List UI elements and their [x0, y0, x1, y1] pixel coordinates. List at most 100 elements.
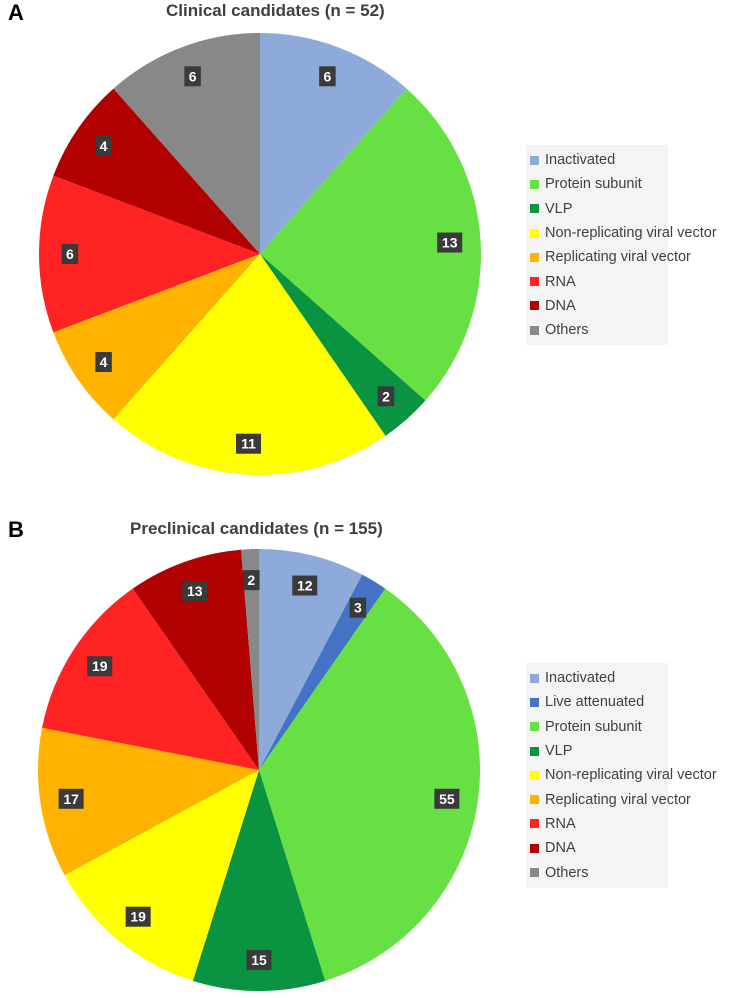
legend-label: Replicating viral vector — [545, 249, 691, 266]
legend-label: DNA — [545, 840, 576, 857]
legend-label: RNA — [545, 273, 576, 290]
panel-label: A — [8, 0, 24, 25]
legend-swatch — [530, 868, 539, 878]
legend-label: Others — [545, 322, 589, 339]
data-label-live-attenuated: 3 — [349, 597, 367, 618]
data-label-non-replicating-viral-vector: 19 — [125, 906, 151, 927]
data-label-inactivated: 12 — [292, 575, 318, 596]
legend-swatch — [530, 795, 539, 805]
legend-swatch — [530, 277, 539, 287]
legend-swatch — [530, 301, 539, 311]
pie-slice-vlp — [192, 770, 326, 991]
legend-item-inactivated: Inactivated — [530, 666, 664, 690]
pie-slice-dna — [53, 88, 260, 254]
data-label-box — [349, 597, 367, 618]
data-label-box — [243, 570, 260, 591]
chart-title: Preclinical candidates (n = 155) — [130, 519, 383, 538]
legend-label: Live attenuated — [545, 694, 645, 711]
data-label-dna: 13 — [182, 581, 208, 602]
pie-slice-protein-subunit — [259, 588, 481, 981]
legend-swatch — [530, 155, 539, 165]
data-label-box — [61, 244, 79, 264]
data-label-text: 13 — [442, 235, 458, 251]
panel-label: B — [8, 517, 24, 542]
data-label-box — [377, 386, 395, 407]
data-label-box — [87, 656, 113, 677]
legend-item-replicating-viral-vector: Replicating viral vector — [530, 245, 691, 269]
pie-slice-inactivated — [259, 549, 363, 770]
pie-slice-replicating-viral-vector — [53, 254, 260, 420]
pie-slice-dna — [132, 549, 259, 770]
legend-label: Replicating viral vector — [545, 791, 691, 808]
legend-item-dna: DNA — [530, 836, 664, 860]
pie-slice-rna — [42, 588, 259, 770]
legend-label: Non-replicating viral vector — [545, 225, 717, 242]
data-label-replicating-viral-vector: 4 — [95, 351, 112, 372]
data-label-box — [184, 66, 201, 87]
pie-slice-live-attenuated — [259, 574, 386, 770]
data-label-box — [434, 788, 460, 809]
legend-item-live-attenuated: Live attenuated — [530, 690, 664, 714]
pie-slice-protein-subunit — [260, 88, 481, 401]
data-label-text: 15 — [251, 952, 267, 968]
data-label-text: 12 — [297, 578, 313, 594]
pie-slice-others — [241, 549, 259, 770]
pie-slice-inactivated — [260, 33, 407, 254]
legend-swatch — [530, 673, 539, 683]
legend-label: Protein subunit — [545, 718, 642, 735]
legend-item-replicating-viral-vector: Replicating viral vector — [530, 787, 691, 811]
data-label-text: 11 — [241, 436, 256, 452]
data-label-box — [292, 575, 318, 596]
legend-swatch — [530, 252, 539, 262]
data-label-text: 6 — [66, 246, 74, 262]
legend-label: DNA — [545, 297, 576, 314]
pie-slice-others — [113, 33, 260, 254]
legend-item-inactivated: Inactivated — [530, 148, 664, 172]
data-label-text: 17 — [63, 791, 79, 807]
pie-slice-rna — [39, 175, 260, 333]
data-label-non-replicating-viral-vector: 11 — [236, 433, 262, 454]
pie-chart: 12 3 55 15 19 17 19 13 2 — [37, 549, 481, 991]
legend-item-dna: DNA — [530, 294, 664, 318]
legend-item-vlp: VLP — [530, 197, 664, 221]
panel-a: A Clinical candidates (n = 52) 6 13 2 11 4 6 4… — [8, 0, 717, 476]
pie-chart: 6 13 2 11 4 6 4 6 — [39, 33, 481, 476]
data-label-others: 2 — [243, 570, 260, 591]
data-label-others: 6 — [184, 66, 201, 87]
data-label-text: 2 — [382, 388, 390, 404]
data-label-text: 19 — [130, 909, 146, 925]
data-label-replicating-viral-vector: 17 — [58, 788, 84, 809]
data-label-protein-subunit: 13 — [437, 232, 463, 253]
data-label-text: 19 — [92, 658, 108, 674]
legend-label: Protein subunit — [545, 176, 642, 193]
legend-item-rna: RNA — [530, 812, 664, 836]
legend-label: Inactivated — [545, 670, 616, 687]
data-label-inactivated: 6 — [319, 66, 336, 87]
data-label-text: 13 — [187, 583, 203, 599]
data-label-box — [58, 788, 84, 809]
data-label-box — [182, 581, 208, 602]
legend-item-vlp: VLP — [530, 739, 664, 763]
legend-item-others: Others — [530, 860, 664, 884]
data-label-box — [95, 351, 112, 372]
data-label-rna: 6 — [61, 244, 79, 264]
legend-label: Others — [545, 864, 589, 881]
legend-swatch — [530, 819, 539, 829]
data-label-text: 6 — [189, 68, 197, 84]
data-label-box — [246, 950, 272, 971]
legend-swatch — [530, 228, 539, 238]
legend: Inactivated Protein subunit VLP Non-replica… — [526, 145, 717, 346]
data-label-box — [319, 66, 336, 87]
data-label-vlp: 2 — [377, 386, 395, 407]
legend-swatch — [530, 722, 539, 732]
legend-swatch — [530, 843, 539, 853]
pie-slice-non-replicating-viral-vector — [64, 770, 259, 981]
legend-swatch — [530, 770, 539, 780]
legend-item-non-replicating-viral-vector: Non-replicating viral vector — [530, 221, 717, 245]
data-label-box — [437, 232, 463, 253]
legend-label: Inactivated — [545, 152, 616, 169]
data-label-rna: 19 — [87, 656, 113, 677]
data-label-box — [95, 136, 112, 157]
legend-label: VLP — [545, 743, 573, 760]
data-label-text: 4 — [100, 138, 108, 154]
